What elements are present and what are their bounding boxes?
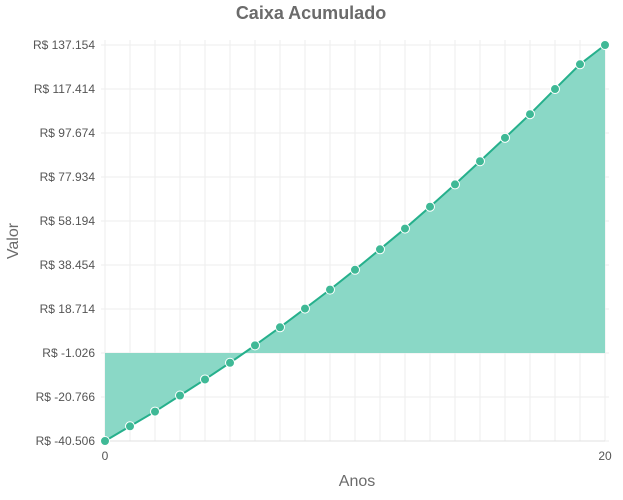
data-point: [425, 201, 435, 212]
data-point: [275, 322, 285, 333]
y-tick-label: R$ 97.674: [40, 126, 96, 140]
y-tick-label: R$ -40.506: [36, 434, 96, 448]
x-tick-label: 0: [102, 449, 109, 463]
y-tick-label: R$ 77.934: [40, 170, 96, 184]
data-point: [350, 264, 360, 275]
data-point: [175, 390, 185, 401]
x-axis-title: Anos: [339, 473, 375, 490]
y-tick-label: R$ -1.026: [42, 346, 95, 360]
data-point: [200, 374, 210, 385]
data-point: [250, 340, 260, 351]
x-tick-labels: 0 20: [102, 449, 612, 463]
y-tick-label: R$ 18.714: [40, 302, 96, 316]
data-points: [100, 40, 610, 446]
data-point: [225, 357, 235, 368]
y-tick-label: R$ -20.766: [36, 390, 96, 404]
data-point: [375, 244, 385, 255]
y-tick-labels: R$ -40.506 R$ -20.766 R$ -1.026 R$ 18.714 R$…: [33, 38, 95, 448]
area-fill: [105, 45, 605, 441]
data-point: [525, 109, 535, 120]
data-point: [400, 223, 410, 234]
data-point: [125, 421, 135, 432]
data-point: [475, 156, 485, 167]
y-tick-label: R$ 117.414: [34, 82, 95, 96]
data-point: [150, 406, 160, 417]
data-point: [550, 84, 560, 95]
y-tick-label: R$ 137.154: [33, 38, 95, 52]
data-point: [325, 284, 335, 295]
data-point: [300, 303, 310, 314]
y-tick-label: R$ 38.454: [40, 258, 96, 272]
data-point: [450, 179, 460, 190]
x-tick-label: 20: [598, 449, 612, 463]
y-axis-title: Valor: [5, 222, 22, 259]
chart-title: Caixa Acumulado: [236, 3, 386, 23]
y-tick-label: R$ 58.194: [40, 214, 96, 228]
data-point: [575, 59, 585, 70]
data-point: [100, 436, 110, 446]
data-point: [500, 132, 510, 143]
data-point: [600, 40, 610, 50]
